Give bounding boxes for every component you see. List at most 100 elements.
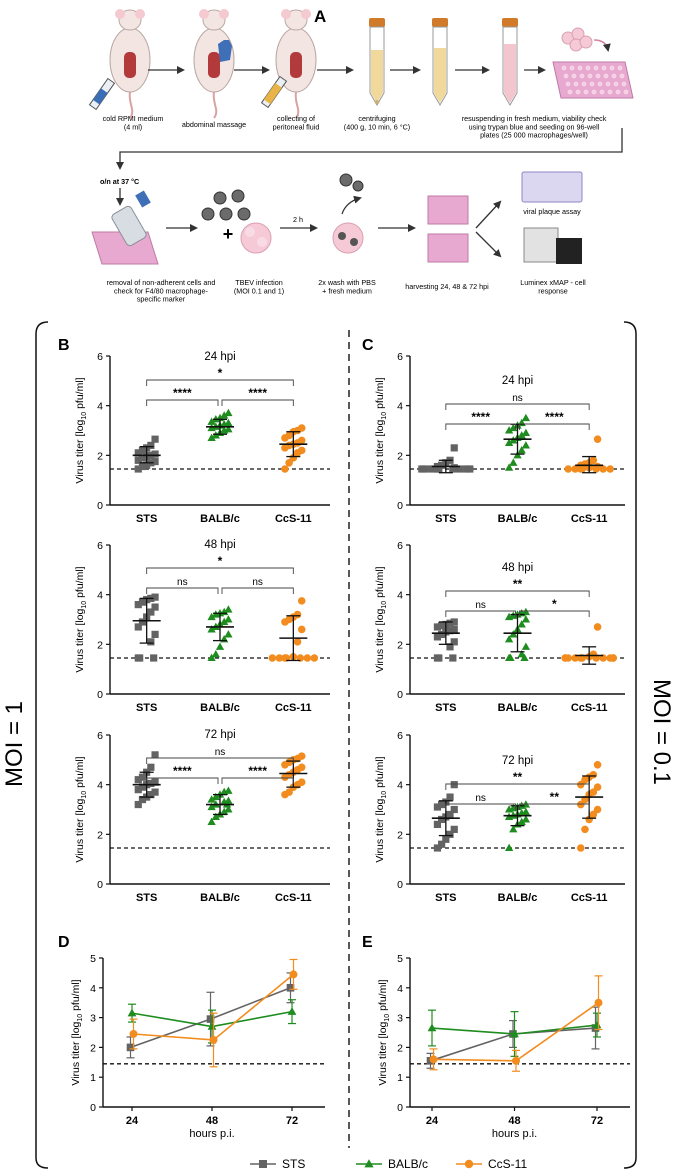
x-category-label: BALB/c xyxy=(200,513,240,525)
data-point-ccs11 xyxy=(429,1055,438,1064)
data-point-ccs11 xyxy=(576,800,585,809)
y-tick-label: 4 xyxy=(97,401,103,413)
y-axis-label: Virus titer [log10 pfu/ml] xyxy=(74,756,88,862)
data-point-balbc xyxy=(127,1008,137,1017)
y-tick-label: 0 xyxy=(90,1102,96,1114)
data-point-ccs11 xyxy=(589,456,598,465)
data-point-sts xyxy=(433,633,442,641)
data-point-ccs11 xyxy=(293,638,302,646)
data-point-ccs11 xyxy=(571,465,579,473)
data-point-ccs11 xyxy=(609,654,617,662)
plate-well xyxy=(593,65,599,71)
data-point-sts xyxy=(450,618,458,626)
y-tick-label: 6 xyxy=(97,540,103,552)
data-point-balbc xyxy=(224,796,233,804)
data-point-sts xyxy=(449,654,457,662)
x-category-label: STS xyxy=(136,892,157,904)
y-tick-label: 5 xyxy=(90,953,96,965)
data-point-sts xyxy=(151,778,159,786)
harvest-plates-illustration xyxy=(427,195,469,263)
y-axis-label: Virus titer [log10 pfu/ml] xyxy=(374,566,388,672)
plate-well xyxy=(577,65,583,71)
x-axis-label: hours p.i. xyxy=(189,1128,234,1140)
data-point-ccs11 xyxy=(209,1035,218,1044)
centrifuge-tube-illustration xyxy=(369,18,385,106)
left-bracket xyxy=(35,321,49,1169)
significance-bracket xyxy=(221,587,294,594)
data-point-balbc xyxy=(211,792,220,801)
data-point-ccs11 xyxy=(285,788,293,796)
data-point-balbc xyxy=(521,413,531,422)
y-tick-label: 0 xyxy=(97,689,103,701)
data-point-ccs11 xyxy=(576,844,585,852)
x-tick-label: 48 xyxy=(508,1115,520,1127)
step-label-tbev: TBEV infection (MOI 0.1 and 1) xyxy=(234,278,284,295)
data-point-ccs11 xyxy=(576,780,585,789)
data-point-sts xyxy=(147,441,155,449)
y-tick-label: 2 xyxy=(397,829,403,841)
x-tick-label: 48 xyxy=(206,1115,218,1127)
significance-bracket xyxy=(146,587,219,594)
data-point-ccs11 xyxy=(606,465,614,473)
scatter-chart-b-48hpi: 0 2 4 6 Virus titer [log10 pfu/ml] STS BALB/c C… xyxy=(74,539,330,714)
data-point-balbc xyxy=(521,441,531,449)
significance-bracket xyxy=(221,399,294,406)
resuspended-tube-illustration xyxy=(432,18,448,106)
data-point-sts xyxy=(450,464,458,472)
data-point-sts xyxy=(438,815,446,824)
data-point-balbc xyxy=(220,617,229,626)
significance-label: * xyxy=(218,366,223,380)
data-point-ccs11 xyxy=(593,435,602,443)
data-point-sts xyxy=(435,654,443,662)
x-category-label: STS xyxy=(136,513,157,525)
data-point-balbc xyxy=(215,642,225,650)
x-category-label: CcS-11 xyxy=(275,513,312,525)
data-point-balbc xyxy=(504,463,514,471)
chart-title: 72 hpi xyxy=(502,755,533,767)
x-category-label: STS xyxy=(435,513,456,525)
data-point-sts xyxy=(206,1015,215,1023)
data-point-ccs11 xyxy=(285,459,293,467)
data-point-ccs11 xyxy=(593,462,602,471)
data-point-sts xyxy=(446,643,454,651)
plate-well xyxy=(619,73,625,79)
y-tick-label: 1 xyxy=(90,1072,96,1084)
x-tick-label: 24 xyxy=(426,1115,439,1127)
significance-bracket xyxy=(146,567,294,574)
y-tick-label: 2 xyxy=(397,639,403,651)
y-axis-label: Virus titer [log10 pfu/ml] xyxy=(74,566,88,672)
data-point-sts xyxy=(147,763,155,771)
scatter-chart-b-72hpi: 0 2 4 6 Virus titer [log10 pfu/ml] STS BALB/c C… xyxy=(74,729,330,904)
panel-a-workflow: A xyxy=(88,7,634,304)
step-label-cold-rpmi: cold RPMI medium (4 ml) xyxy=(103,114,164,131)
plate-well xyxy=(613,81,619,87)
data-point-ccs11 xyxy=(268,654,277,662)
x-category-label: BALB/c xyxy=(200,892,240,904)
panel-letter-d: D xyxy=(58,934,70,951)
x-category-label: STS xyxy=(435,702,456,714)
step-label-removal: removal of non-adherent cells and check f… xyxy=(107,278,216,304)
data-point-ccs11 xyxy=(593,623,602,631)
y-tick-label: 4 xyxy=(397,780,403,792)
data-point-balbc xyxy=(224,418,233,427)
data-point-balbc xyxy=(517,817,526,825)
y-axis-label: Virus titer [log10 pfu/ml] xyxy=(374,377,388,483)
y-tick-label: 3 xyxy=(397,1013,403,1025)
significance-bracket xyxy=(445,423,516,430)
data-point-ccs11 xyxy=(564,465,572,473)
step-label-wash: 2x wash with PBS + fresh medium xyxy=(318,278,376,295)
legend-label-ccs11: CcS-11 xyxy=(488,1157,527,1171)
data-point-ccs11 xyxy=(297,436,306,445)
significance-bracket xyxy=(445,610,516,617)
line-chart-d: 0 1 2 3 4 5 24 48 72 hours p.i. Virus titer [log10… xyxy=(70,953,325,1140)
significance-label: * xyxy=(552,597,557,611)
y-axis-label: Virus titer [log10 pfu/ml] xyxy=(374,756,388,862)
data-point-sts xyxy=(136,654,144,662)
data-point-ccs11 xyxy=(297,778,306,786)
x-category-label: CcS-11 xyxy=(571,702,608,714)
step-label-centrifuging: centrifuging (400 g, 10 min, 6 °C) xyxy=(344,114,410,131)
significance-bracket xyxy=(146,777,219,784)
data-point-ccs11 xyxy=(589,770,598,779)
data-point-balbc xyxy=(207,612,216,621)
data-point-sts xyxy=(438,840,446,848)
